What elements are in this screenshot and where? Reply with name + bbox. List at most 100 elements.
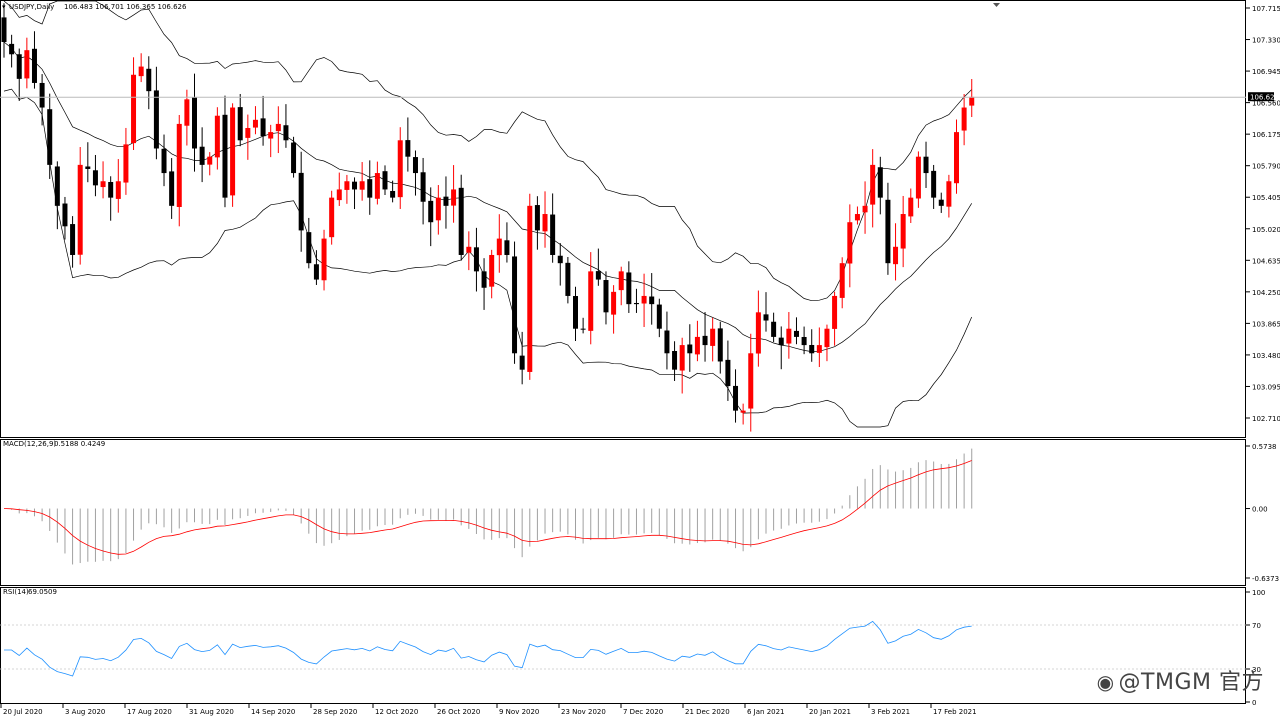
candle-body[interactable] xyxy=(321,238,327,281)
candle-body[interactable] xyxy=(611,291,617,315)
candle-body[interactable] xyxy=(740,410,746,413)
candle-body[interactable] xyxy=(153,90,159,149)
candle-body[interactable] xyxy=(900,214,906,249)
candle-body[interactable] xyxy=(748,353,754,409)
candle-body[interactable] xyxy=(778,337,784,346)
candle-body[interactable] xyxy=(382,171,388,190)
candle-body[interactable] xyxy=(39,82,45,108)
candle-body[interactable] xyxy=(100,181,106,188)
candle-body[interactable] xyxy=(405,140,411,157)
candle-body[interactable] xyxy=(908,197,914,217)
candle-body[interactable] xyxy=(245,128,251,138)
candle-body[interactable] xyxy=(946,181,952,207)
candle-body[interactable] xyxy=(534,205,540,231)
candle-body[interactable] xyxy=(146,68,152,92)
candle-body[interactable] xyxy=(801,336,807,346)
candle-body[interactable] xyxy=(550,214,556,255)
candle-body[interactable] xyxy=(473,247,479,272)
candle-body[interactable] xyxy=(763,314,769,321)
candle-body[interactable] xyxy=(359,181,365,190)
candle-body[interactable] xyxy=(352,181,358,190)
candle-body[interactable] xyxy=(733,385,739,411)
candle-body[interactable] xyxy=(915,156,921,199)
candle-body[interactable] xyxy=(131,74,137,144)
candle-body[interactable] xyxy=(923,156,929,174)
candle-body[interactable] xyxy=(580,328,586,330)
candle-body[interactable] xyxy=(24,50,30,79)
candle-body[interactable] xyxy=(519,355,525,370)
candle-body[interactable] xyxy=(443,196,449,206)
candle-body[interactable] xyxy=(961,107,967,131)
candle-body[interactable] xyxy=(31,48,37,83)
candle-body[interactable] xyxy=(298,172,304,231)
candle-body[interactable] xyxy=(458,187,464,255)
candle-body[interactable] xyxy=(214,115,220,158)
candle-body[interactable] xyxy=(557,255,563,264)
candle-body[interactable] xyxy=(839,263,845,298)
candle-body[interactable] xyxy=(656,304,662,329)
candle-body[interactable] xyxy=(641,295,647,304)
candle-body[interactable] xyxy=(542,214,548,232)
candle-body[interactable] xyxy=(207,156,213,165)
candle-body[interactable] xyxy=(230,107,236,196)
candle-body[interactable] xyxy=(755,312,761,354)
candle-body[interactable] xyxy=(390,190,396,198)
candle-body[interactable] xyxy=(862,205,868,213)
candle-body[interactable] xyxy=(938,199,944,206)
candle-body[interactable] xyxy=(496,238,502,256)
candle-body[interactable] xyxy=(9,43,15,55)
candle-body[interactable] xyxy=(679,345,685,371)
candle-body[interactable] xyxy=(268,132,274,139)
candle-body[interactable] xyxy=(771,321,777,337)
candle-body[interactable] xyxy=(786,328,792,344)
candle-body[interactable] xyxy=(664,330,670,354)
candle-body[interactable] xyxy=(374,173,380,199)
candle-body[interactable] xyxy=(184,99,190,126)
candle-body[interactable] xyxy=(931,170,937,198)
candle-body[interactable] xyxy=(481,271,487,288)
candle-body[interactable] xyxy=(108,181,114,198)
candle-body[interactable] xyxy=(649,296,655,305)
candle-body[interactable] xyxy=(512,256,518,354)
candle-body[interactable] xyxy=(527,205,533,372)
candle-body[interactable] xyxy=(169,171,175,206)
candle-body[interactable] xyxy=(428,200,434,223)
candle-body[interactable] xyxy=(717,328,723,362)
candle-body[interactable] xyxy=(793,330,799,337)
candle-body[interactable] xyxy=(275,123,281,132)
candle-body[interactable] xyxy=(710,328,716,346)
candle-body[interactable] xyxy=(672,351,678,370)
candle-body[interactable] xyxy=(809,344,815,354)
candle-body[interactable] xyxy=(176,123,182,207)
candle-body[interactable] xyxy=(969,96,975,106)
candle-body[interactable] xyxy=(435,197,441,221)
candle-body[interactable] xyxy=(595,271,601,280)
candle-body[interactable] xyxy=(70,224,76,255)
candle-body[interactable] xyxy=(367,179,373,198)
candle-body[interactable] xyxy=(489,254,495,287)
candle-body[interactable] xyxy=(885,199,891,264)
candle-body[interactable] xyxy=(451,189,457,206)
candle-body[interactable] xyxy=(847,222,853,264)
candle-body[interactable] xyxy=(222,114,228,198)
candle-body[interactable] xyxy=(85,166,91,169)
candle-body[interactable] xyxy=(62,203,68,227)
candle-body[interactable] xyxy=(687,344,693,354)
candle-body[interactable] xyxy=(397,140,403,198)
candle-body[interactable] xyxy=(260,118,266,137)
candle-body[interactable] xyxy=(893,246,899,265)
candle-body[interactable] xyxy=(832,295,838,329)
candle-body[interactable] xyxy=(816,345,822,353)
candle-body[interactable] xyxy=(854,214,860,221)
candle-body[interactable] xyxy=(123,144,129,183)
candle-body[interactable] xyxy=(618,271,624,291)
candle-body[interactable] xyxy=(1,17,7,42)
candle-body[interactable] xyxy=(115,181,121,199)
candle-body[interactable] xyxy=(291,142,297,174)
candle-body[interactable] xyxy=(420,172,426,202)
candle-body[interactable] xyxy=(336,189,342,201)
candle-body[interactable] xyxy=(626,272,632,305)
candle-body[interactable] xyxy=(47,109,53,165)
candle-body[interactable] xyxy=(565,262,571,296)
